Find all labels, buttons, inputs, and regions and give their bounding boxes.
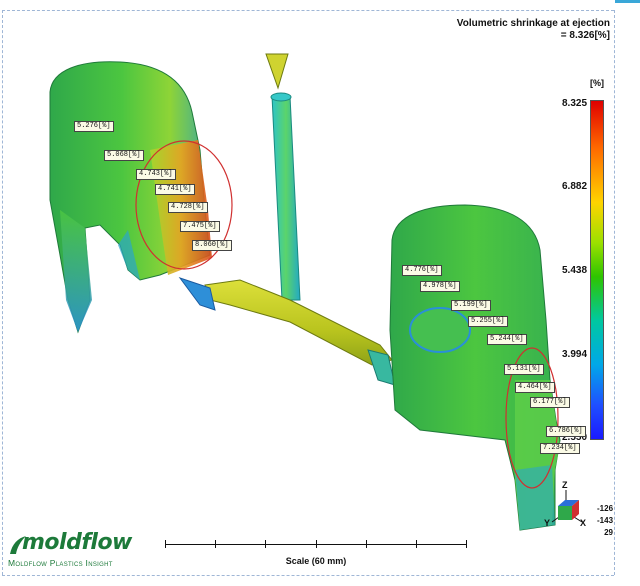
logo-swoosh-icon (10, 536, 26, 554)
scale-tick (466, 540, 467, 548)
rotation-value: -143 (597, 516, 614, 525)
scale-label: Scale (60 mm) (285, 556, 347, 566)
shrinkage-probe-label: 5.199[%] (451, 300, 491, 311)
shrinkage-probe-label: 7.475[%] (180, 221, 220, 232)
logo-wordmark: moldflow (22, 530, 132, 555)
scale-bar: Scale (60 mm) (165, 538, 470, 568)
title-accent-line (615, 0, 640, 3)
result-title-block: Volumetric shrinkage at ejection = 8.326… (457, 18, 610, 42)
shrinkage-probe-label: 5.131[%] (504, 364, 544, 375)
shrinkage-probe-label: 5.255[%] (468, 316, 508, 327)
shrinkage-probe-label: 4.741[%] (155, 184, 195, 195)
legend-unit: [%] (590, 78, 604, 88)
left-molded-part (49, 61, 212, 334)
shrinkage-probe-label: 4.743[%] (136, 169, 176, 180)
result-value: = 8.326[%] (560, 30, 610, 41)
right-hotspot-marker (505, 347, 559, 489)
viewport-border-bottom (2, 575, 614, 576)
rotation-value: 29 (604, 528, 614, 537)
left-hotspot-marker (135, 140, 233, 270)
scale-tick (165, 540, 166, 548)
triad-x-label: X (580, 518, 587, 528)
rotation-value: -126 (597, 504, 614, 513)
legend-tick-3: 5.438 (562, 265, 588, 276)
triad-y-label: Y (544, 518, 551, 528)
shrinkage-probe-label: 8.060[%] (192, 240, 232, 251)
shrinkage-probe-label: 5.244[%] (487, 334, 527, 345)
scale-tick (215, 540, 216, 548)
scale-tick (316, 540, 317, 548)
shrinkage-probe-label: 6.786[%] (546, 426, 586, 437)
triad-z-label: Z (562, 480, 568, 490)
shrinkage-probe-label: 4.464[%] (515, 382, 555, 393)
legend-tick-min: 2.550 (562, 432, 588, 443)
viewport-border-right (614, 10, 615, 575)
sprue (265, 53, 301, 301)
runner-system (178, 277, 396, 386)
viewport-border-left (2, 10, 3, 575)
legend-tick-2: 6.882 (562, 181, 588, 192)
viewport-border-top (2, 10, 614, 11)
shrinkage-probe-label: 5.068[%] (104, 150, 144, 161)
moldflow-logo: moldflow Moldflow Plastics Insight (8, 530, 138, 572)
shrinkage-probe-label: 4.776[%] (402, 265, 442, 276)
scale-tick (265, 540, 266, 548)
view-rotation-readout: -126 -143 29 (597, 503, 613, 539)
shrinkage-probe-label: 6.177[%] (530, 397, 570, 408)
scale-tick (366, 540, 367, 548)
legend-tick-4: 3.994 (562, 349, 588, 360)
shrinkage-probe-label: 4.978[%] (420, 281, 460, 292)
logo-subtitle: Moldflow Plastics Insight (8, 558, 113, 568)
result-title: Volumetric shrinkage at ejection (456, 18, 610, 29)
shrinkage-probe-label: 4.728[%] (168, 202, 208, 213)
orientation-triad[interactable] (551, 490, 583, 523)
scale-tick (416, 540, 417, 548)
shrinkage-probe-label: 5.276[%] (74, 121, 114, 132)
legend-tick-max: 8.325 (562, 98, 588, 109)
shrinkage-probe-label: 7.234[%] (540, 443, 580, 454)
legend-colorbar (590, 100, 604, 440)
